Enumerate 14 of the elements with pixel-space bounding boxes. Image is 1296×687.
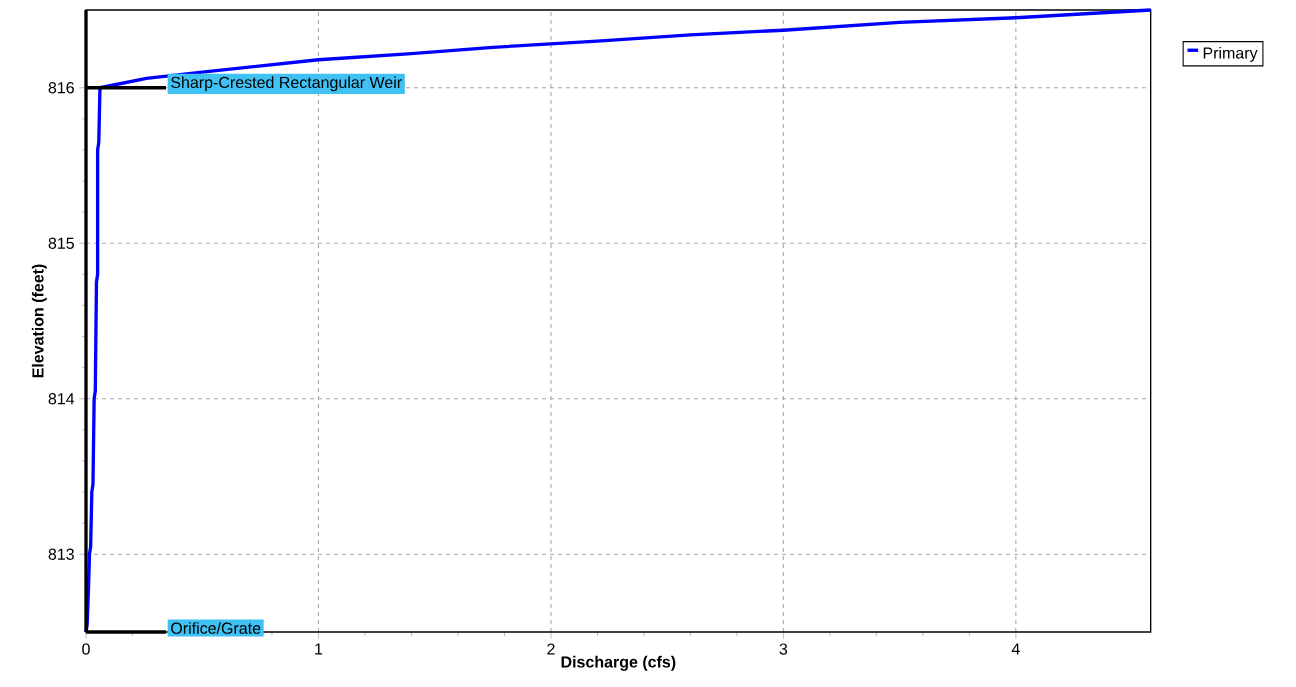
x-tick-label: 3 [779, 643, 788, 655]
y-tick-label: 815 [48, 237, 74, 249]
y-tick-label: 813 [48, 548, 74, 560]
x-tick-label: 4 [1011, 643, 1020, 655]
ref-line-label: Orifice/Grate [171, 622, 261, 634]
x-axis-title: Discharge (cfs) [561, 655, 676, 671]
legend-label: Primary [1203, 46, 1258, 62]
y-tick-label: 814 [48, 393, 75, 405]
x-tick-label: 2 [547, 643, 555, 655]
ref-line-label: Sharp-Crested Rectangular Weir [171, 76, 402, 92]
x-tick-label: 1 [315, 643, 323, 655]
y-axis-title: Elevation (feet) [31, 264, 47, 378]
x-tick-label: 0 [82, 643, 90, 655]
y-tick-label: 816 [48, 82, 74, 94]
